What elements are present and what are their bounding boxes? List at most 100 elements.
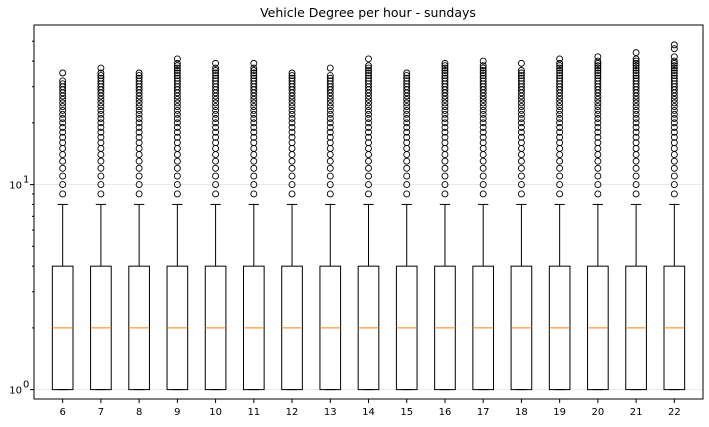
outlier-point [441, 181, 449, 189]
outlier-point [59, 145, 67, 152]
outlier-point [403, 69, 411, 77]
outlier-point [250, 115, 258, 122]
outlier-point [288, 103, 296, 111]
outlier-point [326, 64, 334, 72]
outlier-point [670, 145, 678, 152]
box-group-19 [548, 55, 571, 391]
outlier-point [594, 62, 602, 70]
outlier-point [135, 119, 143, 127]
outlier-point [135, 110, 143, 118]
outlier-point [59, 139, 67, 147]
outlier-point [365, 181, 372, 189]
outlier-point [479, 103, 487, 111]
outlier-point [288, 119, 296, 127]
outlier-point [173, 145, 181, 152]
outlier-point [173, 128, 181, 136]
x-tick-label: 20 [592, 407, 605, 418]
outlier-point [517, 190, 525, 198]
outlier-point [670, 123, 678, 131]
x-tick-label: 21 [630, 407, 643, 418]
outlier-point [365, 74, 372, 82]
outlier-point [97, 123, 105, 131]
outlier-point [173, 133, 181, 141]
outlier-point [517, 106, 525, 114]
outlier-point [365, 151, 372, 159]
outlier-point [632, 123, 640, 131]
outlier-point [670, 157, 678, 165]
outlier-point [212, 145, 220, 152]
chart-title: Vehicle Degree per hour - sundays [260, 5, 476, 20]
outlier-point [212, 119, 220, 127]
outlier-point [365, 77, 372, 85]
outlier-point [59, 77, 67, 85]
outlier-point [556, 99, 564, 107]
outlier-point [670, 164, 678, 172]
outlier-point [670, 103, 678, 111]
outlier-point [173, 99, 181, 107]
outlier-point [479, 110, 487, 118]
outlier-point [594, 103, 602, 111]
x-tick-label: 18 [515, 407, 528, 418]
x-tick-label: 19 [553, 407, 566, 418]
outlier-point [479, 145, 487, 152]
outlier-point [212, 77, 220, 85]
outlier-point [632, 57, 640, 65]
outlier-point [365, 190, 372, 198]
outlier-point [135, 190, 143, 198]
x-tick-label: 7 [98, 407, 104, 418]
outlier-point [326, 72, 334, 80]
outlier-point [517, 133, 525, 141]
x-tick-label: 10 [209, 407, 222, 418]
outlier-point [212, 172, 220, 180]
outlier-point [59, 151, 67, 159]
outlier-point [173, 64, 181, 72]
outlier-point [632, 59, 640, 67]
y-tick-label: 10 [9, 386, 22, 397]
outlier-point [135, 77, 143, 85]
outlier-point [479, 99, 487, 107]
outlier-point [288, 123, 296, 131]
outlier-point [632, 139, 640, 147]
outlier-point [212, 59, 220, 67]
outlier-point [403, 181, 411, 189]
outlier-point [365, 139, 372, 147]
outlier-point [479, 64, 487, 72]
outlier-point [479, 181, 487, 189]
box-group-17 [472, 57, 495, 391]
outlier-point [97, 145, 105, 152]
outlier-point [632, 145, 640, 152]
outlier-point [212, 139, 220, 147]
outlier-point [632, 62, 640, 70]
outlier-point [632, 151, 640, 159]
outlier-point [288, 96, 296, 103]
outlier-point [97, 110, 105, 118]
outlier-point [135, 69, 143, 77]
x-tick-label: 17 [477, 407, 490, 418]
outlier-point [250, 69, 258, 77]
outlier-point [441, 72, 449, 80]
outlier-point [326, 103, 334, 111]
outlier-point [403, 133, 411, 141]
outlier-point [212, 151, 220, 159]
outlier-point [212, 190, 220, 198]
outlier-point [441, 67, 449, 74]
outlier-point [250, 103, 258, 111]
outlier-point [441, 69, 449, 77]
outlier-point [556, 69, 564, 77]
box-group-10 [204, 59, 227, 391]
outlier-point [250, 164, 258, 172]
outlier-point [517, 96, 525, 103]
outlier-point [212, 103, 220, 111]
box-group-7 [90, 64, 112, 391]
outlier-point [59, 96, 67, 103]
outlier-point [59, 119, 67, 127]
outlier-point [173, 62, 181, 70]
outlier-point [403, 115, 411, 122]
outlier-point [288, 151, 296, 159]
outlier-point [59, 110, 67, 118]
outlier-point [594, 53, 602, 61]
outlier-point [326, 123, 334, 131]
outlier-point [670, 119, 678, 127]
outlier-point [59, 157, 67, 165]
outlier-point [517, 139, 525, 147]
